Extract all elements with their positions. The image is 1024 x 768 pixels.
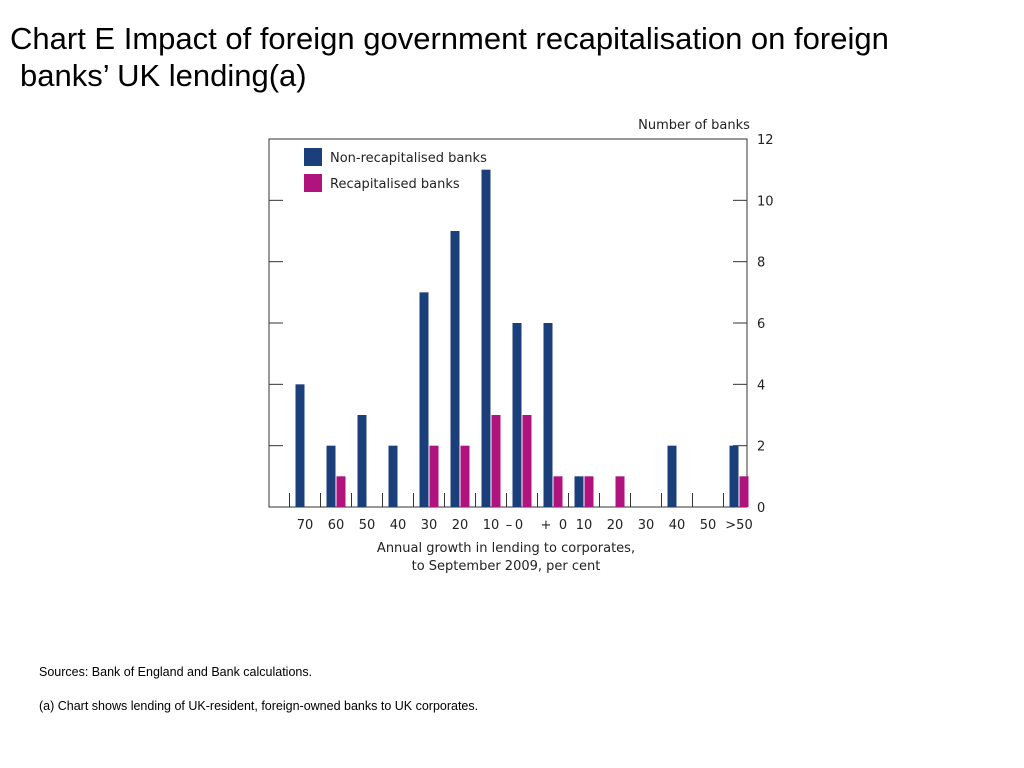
bar-recapitalised: [491, 415, 501, 507]
x-tick-label: 0: [515, 518, 523, 533]
bar-recapitalised: [584, 476, 594, 507]
bar-recapitalised: [739, 476, 749, 507]
bar-non-recapitalised: [295, 384, 305, 507]
x-tick-label: 10: [576, 518, 593, 533]
chart-title-line1: Chart E Impact of foreign government rec…: [10, 21, 889, 56]
legend-label: Non-recapitalised banks: [330, 151, 487, 166]
bar-recapitalised: [553, 476, 563, 507]
x-tick-labels: 70 60 50 40 30 20 10 0 0 10 20 30 40 50 >50 – +: [297, 518, 753, 533]
y-tick-labels: 0 2 4 6 8 10 12: [757, 133, 774, 516]
sources-note: Sources: Bank of England and Bank calcul…: [39, 665, 313, 679]
y-tick-label: 4: [757, 378, 765, 393]
y-tick-label: 0: [757, 501, 765, 516]
footnote-a: (a) Chart shows lending of UK-resident, …: [39, 699, 479, 713]
x-tick-label: 30: [421, 518, 438, 533]
bar-non-recapitalised: [450, 231, 460, 507]
bar-recapitalised: [522, 415, 532, 507]
bar-non-recapitalised: [481, 169, 491, 507]
legend-swatch: [304, 174, 322, 192]
legend-label: Recapitalised banks: [330, 177, 460, 192]
bar-non-recapitalised: [357, 415, 367, 507]
bar-recapitalised: [336, 476, 346, 507]
bar-non-recapitalised: [667, 445, 677, 507]
y-tick-label: 12: [757, 133, 774, 148]
bar-recapitalised: [460, 445, 470, 507]
x-tick-label: 30: [638, 518, 655, 533]
legend-swatch: [304, 148, 322, 166]
x-tick-label: >50: [725, 518, 752, 533]
x-tick-label: 20: [452, 518, 469, 533]
y-axis-label: Number of banks: [638, 118, 750, 133]
x-tick-label: 40: [669, 518, 686, 533]
y-tick-label: 10: [757, 194, 774, 209]
x-tick-label: 40: [390, 518, 407, 533]
chart-title-line2: banks’ UK lending(a): [20, 58, 307, 93]
x-tick-label: 60: [328, 518, 345, 533]
chart-legend: Non-recapitalised banks Recapitalised ban…: [304, 148, 487, 192]
x-axis-label-line1: Annual growth in lending to corporates,: [377, 541, 635, 556]
bar-non-recapitalised: [388, 445, 398, 507]
x-axis-label-line2: to September 2009, per cent: [412, 559, 601, 574]
y-tick-label: 8: [757, 256, 765, 271]
bar-non-recapitalised: [543, 323, 553, 507]
bar-non-recapitalised: [729, 445, 739, 507]
chart-axes: [268, 138, 748, 508]
chart-title: Chart E Impact of foreign government rec…: [10, 20, 1010, 94]
bar-non-recapitalised: [326, 445, 336, 507]
y-tick-label: 6: [757, 317, 765, 332]
bar-non-recapitalised: [419, 292, 429, 507]
chart-bars: [295, 169, 749, 507]
x-sign-minus: –: [506, 518, 513, 533]
x-tick-label: 70: [297, 518, 314, 533]
bar-recapitalised: [615, 476, 625, 507]
x-tick-label: 50: [700, 518, 717, 533]
y-tick-label: 2: [757, 440, 765, 455]
x-tick-label: 0: [559, 518, 567, 533]
bar-non-recapitalised: [574, 476, 584, 507]
bar-non-recapitalised: [512, 323, 522, 507]
x-sign-plus: +: [541, 518, 552, 533]
bar-recapitalised: [429, 445, 439, 507]
x-tick-label: 10: [483, 518, 500, 533]
x-tick-label: 20: [607, 518, 624, 533]
x-tick-label: 50: [359, 518, 376, 533]
